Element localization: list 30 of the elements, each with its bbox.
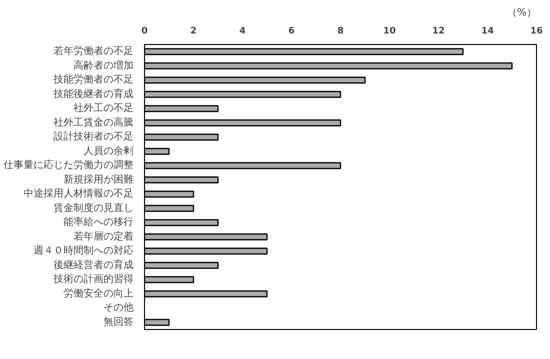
y-tick-label: 技術の計画的習得: [52, 273, 134, 286]
y-tick-label: 技能後継者の育成: [52, 88, 134, 100]
y-tick-label: 高齢者の増加: [74, 59, 134, 72]
y-tick-label: その他: [104, 302, 134, 314]
y-tick-label: 賃金制度の見直し: [54, 202, 134, 214]
y-tick-label: 無回答: [104, 316, 134, 328]
x-tick-label: 4: [239, 26, 246, 36]
y-tick-label: 新規採用が困難: [64, 173, 134, 186]
x-tick-label: 12: [432, 26, 445, 36]
y-tick-label: 能率給への移行: [64, 216, 134, 228]
y-tick-label: 若年層の定着: [74, 230, 134, 242]
x-tick-label: 2: [190, 26, 197, 36]
y-tick-label: 社外工賃金の高騰: [54, 116, 134, 128]
x-tick-label: 14: [481, 26, 494, 36]
x-tick-label: 16: [530, 26, 543, 36]
y-tick-label: 中途採用人材情報の不足: [24, 188, 134, 200]
y-tick-label: 社外工の不足: [74, 102, 134, 114]
y-tick-label: 労働安全の向上: [64, 287, 134, 300]
y-tick-label: 後継経営者の育成: [54, 258, 134, 271]
y-tick-label: 人員の余剰: [84, 144, 134, 157]
x-tick-label: 8: [337, 26, 344, 36]
x-axis-title: （%）: [507, 8, 537, 18]
y-tick-label: 週４０時間制への対応: [34, 244, 134, 257]
y-tick-label: 若年労働者の不足: [54, 45, 134, 58]
x-tick-label: 10: [383, 26, 396, 36]
x-tick-label: 6: [288, 26, 295, 36]
y-tick-label: 設計技術者の不足: [54, 130, 134, 143]
y-tick-label: 技能労働者の不足: [52, 74, 134, 86]
y-tick-label: 仕事量に応じた労働力の調整: [4, 159, 134, 172]
x-tick-label: 0: [141, 26, 148, 36]
